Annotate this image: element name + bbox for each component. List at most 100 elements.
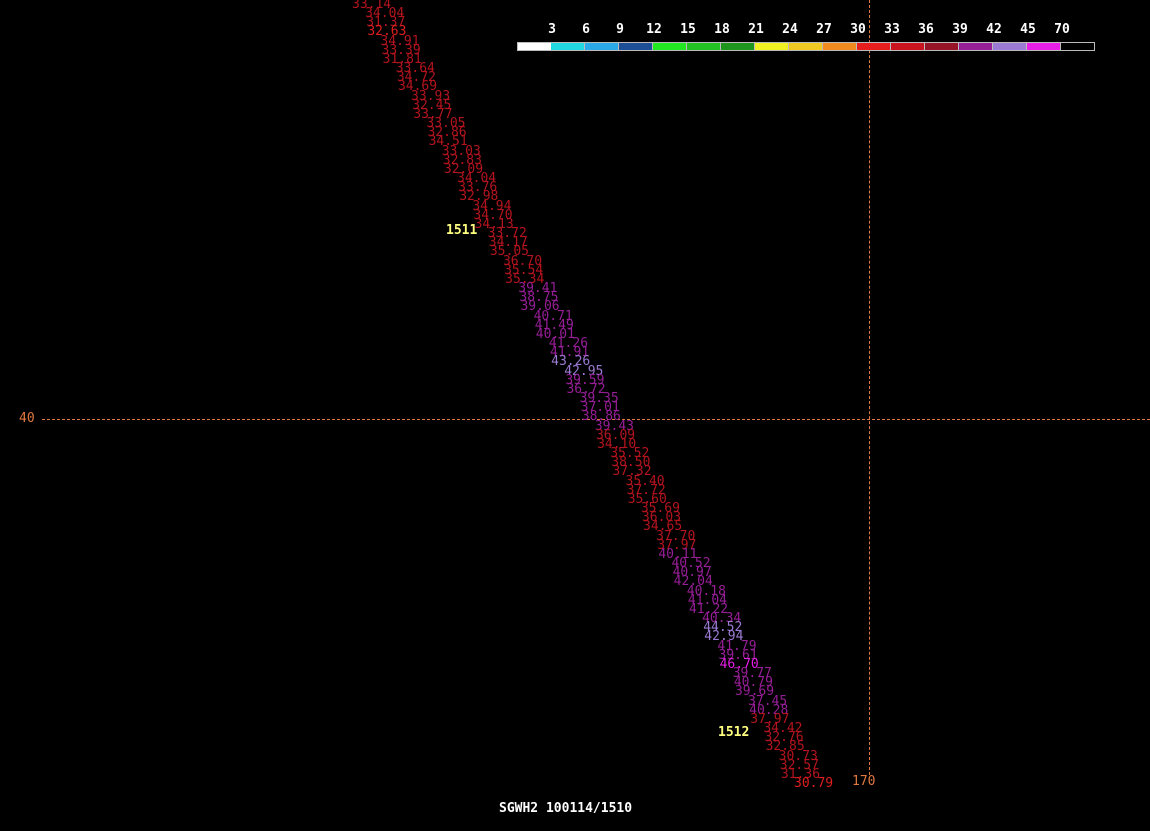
colorbar-tick-label: 15	[680, 22, 696, 37]
observation-value: 40.28	[749, 702, 789, 718]
observation-value: 34.70	[473, 207, 513, 223]
colorbar-tick-label: 36	[918, 22, 934, 37]
colorbar-swatch	[1027, 42, 1061, 51]
observation-value: 31.81	[382, 51, 422, 67]
colorbar-tick-label: 12	[646, 22, 662, 37]
observation-value: 35.52	[610, 446, 650, 462]
colorbar-tick-label: 21	[748, 22, 764, 37]
observation-value: 39.35	[579, 391, 619, 407]
colorbar-tick-label: 45	[1020, 22, 1036, 37]
observation-value: 35.05	[489, 244, 529, 260]
observation-value: 35.40	[625, 473, 665, 489]
observation-value: 38.75	[519, 290, 559, 306]
observation-value: 40.11	[658, 546, 698, 562]
colorbar-swatch	[857, 42, 891, 51]
observation-value: 38.50	[611, 455, 651, 471]
observation-value: 46.70	[719, 656, 759, 672]
observation-value: 32.76	[764, 730, 804, 746]
observation-value: 41.91	[550, 345, 590, 361]
colorbar-tick-label: 18	[714, 22, 730, 37]
observation-value: 33.14	[352, 0, 392, 12]
colorbar-tick-label: 24	[782, 22, 798, 37]
colorbar-swatch	[585, 42, 619, 51]
colorbar-swatch	[993, 42, 1027, 51]
observation-value: 42.04	[673, 574, 713, 590]
observation-value: 34.04	[365, 6, 405, 22]
observation-value: 34.17	[488, 235, 528, 251]
observation-value: 41.26	[548, 336, 589, 352]
colorbar-tick-label: 70	[1054, 22, 1070, 37]
colorbar-swatch	[891, 42, 925, 51]
observation-value: 32.83	[442, 152, 482, 168]
observation-value: 40.71	[533, 308, 573, 324]
observation-value: 31.37	[366, 15, 406, 31]
observation-value: 33.93	[411, 88, 451, 104]
colorbar-tick-label: 9	[616, 22, 624, 37]
observation-value: 34.65	[643, 519, 683, 535]
observation-value: 32.85	[765, 739, 805, 755]
observation-value: 32.57	[779, 757, 819, 773]
colorbar-tick-label: 39	[952, 22, 968, 37]
observation-value: 33.77	[413, 106, 453, 122]
observation-value: 34.10	[597, 436, 637, 452]
colorbar-swatch	[755, 42, 789, 51]
longitude-gridline	[869, 0, 870, 775]
colorbar-tick-label: 33	[884, 22, 900, 37]
observation-value: 36.03	[641, 510, 682, 526]
observation-value: 33.05	[426, 116, 466, 132]
observation-value: 32.98	[459, 189, 499, 205]
observation-value: 30.79	[794, 776, 834, 791]
observation-value: 30.73	[778, 748, 818, 764]
observation-value: 33.39	[381, 42, 421, 58]
colorbar-tick-label: 30	[850, 22, 866, 37]
colorbar-swatch	[1061, 42, 1095, 51]
observation-value: 41.22	[688, 601, 729, 617]
observation-value: 39.77	[732, 666, 772, 682]
observation-value: 40.97	[672, 565, 712, 581]
colorbar-swatch	[687, 42, 721, 51]
latitude-label: 40	[19, 411, 35, 426]
observation-value: 33.03	[441, 143, 481, 159]
colorbar-tick-label: 3	[548, 22, 556, 37]
observation-value: 34.94	[472, 198, 512, 214]
observation-value: 37.45	[748, 693, 788, 709]
longitude-label: 170	[852, 774, 876, 789]
observation-value: 32.45	[412, 97, 452, 113]
observation-value: 32.09	[443, 161, 484, 177]
observation-value: 33.64	[395, 61, 435, 77]
observation-value: 32.63	[367, 24, 407, 40]
observation-value: 40.79	[733, 675, 773, 691]
colorbar-swatch	[789, 42, 823, 51]
observation-value: 39.41	[518, 281, 558, 297]
observation-value: 41.79	[717, 638, 757, 654]
colorbar-tick-label: 27	[816, 22, 832, 37]
colorbar-swatch	[721, 42, 755, 51]
time-label-1511: 1511	[446, 223, 478, 238]
observation-value: 42.95	[564, 363, 604, 379]
colorbar-tick-label: 42	[986, 22, 1002, 37]
observation-value: 37.32	[612, 464, 652, 480]
colorbar-tick-label: 6	[582, 22, 590, 37]
observation-value: 34.91	[380, 33, 420, 49]
observation-value: 39.61	[718, 647, 758, 663]
observation-value: 40.34	[702, 611, 742, 627]
observation-value: 31.36	[780, 766, 821, 782]
observation-value: 34.72	[396, 70, 436, 86]
observation-value: 33.72	[487, 226, 527, 242]
observation-value: 36.70	[502, 253, 543, 269]
observation-value: 35.60	[627, 491, 667, 507]
observation-value: 39.06	[520, 299, 560, 315]
observation-value: 40.52	[671, 556, 711, 572]
observation-value: 34.69	[397, 79, 438, 95]
observation-value: 38.86	[581, 409, 621, 425]
observation-value: 35.34	[505, 271, 545, 287]
observation-value: 37.97	[750, 711, 790, 727]
observation-value: 43.26	[551, 354, 591, 370]
observation-value: 36.72	[566, 381, 606, 397]
colorbar-swatch	[925, 42, 959, 51]
observation-value: 40.01	[535, 326, 575, 342]
colorbar-swatch	[653, 42, 687, 51]
observation-value: 39.59	[565, 372, 605, 388]
observation-value: 35.54	[504, 262, 544, 278]
